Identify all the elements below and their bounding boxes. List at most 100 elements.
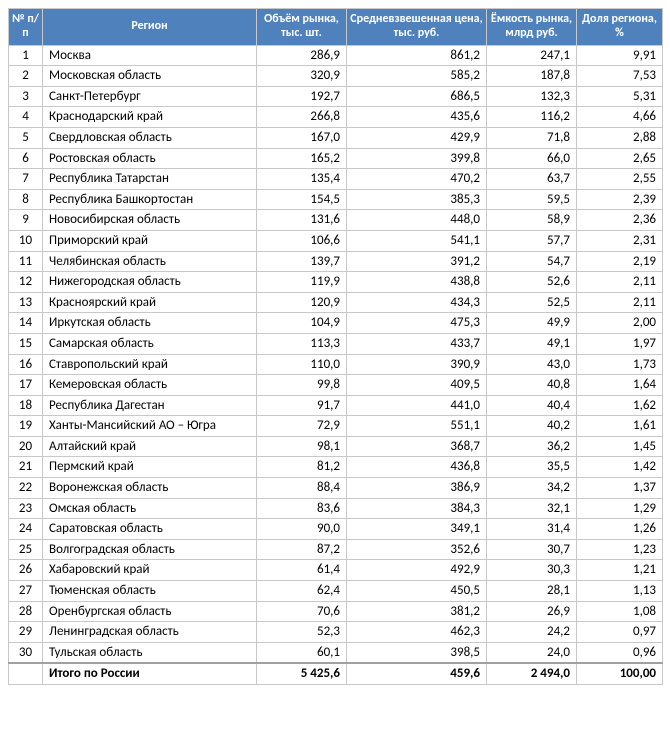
cell-cap: 52,5 — [487, 292, 577, 313]
table-row: 27Тюменская область62,4450,528,11,13 — [9, 581, 663, 602]
table-row: 6Ростовская область165,2399,866,02,65 — [9, 148, 663, 169]
col-header-cap: Ёмкость рынка, млрд руб. — [487, 9, 577, 46]
cell-price: 398,5 — [347, 642, 487, 663]
cell-vol: 72,9 — [257, 416, 347, 437]
cell-vol: 81,2 — [257, 457, 347, 478]
cell-share: 7,53 — [577, 66, 663, 87]
cell-price: 385,3 — [347, 189, 487, 210]
cell-price: 459,6 — [347, 663, 487, 684]
table-row: 20Алтайский край98,1368,736,21,45 — [9, 436, 663, 457]
cell-region: Оренбургская область — [43, 601, 257, 622]
table-row: 21Пермский край81,2436,835,51,42 — [9, 457, 663, 478]
cell-region: Самарская область — [43, 333, 257, 354]
cell-region: Ростовская область — [43, 148, 257, 169]
regions-table: № п/п Регион Объём рынка, тыс. шт. Средн… — [8, 8, 663, 685]
cell-idx: 4 — [9, 107, 43, 128]
cell-cap: 40,4 — [487, 395, 577, 416]
table-row: 19Ханты-Мансийский АО – Югра72,9551,140,… — [9, 416, 663, 437]
cell-idx: 24 — [9, 519, 43, 540]
cell-cap: 35,5 — [487, 457, 577, 478]
cell-price: 349,1 — [347, 519, 487, 540]
cell-share: 5,31 — [577, 86, 663, 107]
cell-price: 391,2 — [347, 251, 487, 272]
cell-idx: 2 — [9, 66, 43, 87]
cell-share: 1,21 — [577, 560, 663, 581]
col-header-price: Средневзвешенная цена, тыс. руб. — [347, 9, 487, 46]
cell-cap: 49,1 — [487, 333, 577, 354]
table-row: 30Тульская область60,1398,524,00,96 — [9, 642, 663, 663]
table-row: 18Республика Дагестан91,7441,040,41,62 — [9, 395, 663, 416]
cell-price: 434,3 — [347, 292, 487, 313]
cell-price: 585,2 — [347, 66, 487, 87]
cell-share: 2,36 — [577, 210, 663, 231]
cell-region: Санкт-Петербург — [43, 86, 257, 107]
cell-share: 9,91 — [577, 45, 663, 66]
cell-price: 551,1 — [347, 416, 487, 437]
cell-price: 450,5 — [347, 581, 487, 602]
cell-cap: 26,9 — [487, 601, 577, 622]
cell-price: 541,1 — [347, 230, 487, 251]
cell-region: Республика Татарстан — [43, 169, 257, 190]
cell-region: Московская область — [43, 66, 257, 87]
cell-idx: 13 — [9, 292, 43, 313]
cell-idx: 25 — [9, 539, 43, 560]
table-row: 8Республика Башкортостан154,5385,359,52,… — [9, 189, 663, 210]
cell-region: Ленинградская область — [43, 622, 257, 643]
cell-idx: 18 — [9, 395, 43, 416]
table-row: 13Красноярский край120,9434,352,52,11 — [9, 292, 663, 313]
cell-vol: 113,3 — [257, 333, 347, 354]
cell-region: Омская область — [43, 498, 257, 519]
cell-vol: 83,6 — [257, 498, 347, 519]
cell-cap: 63,7 — [487, 169, 577, 190]
cell-price: 409,5 — [347, 375, 487, 396]
cell-region: Волгоградская область — [43, 539, 257, 560]
cell-vol: 286,9 — [257, 45, 347, 66]
cell-vol: 98,1 — [257, 436, 347, 457]
cell-price: 470,2 — [347, 169, 487, 190]
cell-region: Республика Дагестан — [43, 395, 257, 416]
cell-cap: 40,8 — [487, 375, 577, 396]
cell-vol: 91,7 — [257, 395, 347, 416]
table-row: 4Краснодарский край266,8435,6116,24,66 — [9, 107, 663, 128]
table-row: 14Иркутская область104,9475,349,92,00 — [9, 313, 663, 334]
cell-price: 381,2 — [347, 601, 487, 622]
cell-cap: 59,5 — [487, 189, 577, 210]
cell-share: 1,73 — [577, 354, 663, 375]
table-row: 10Приморский край106,6541,157,72,31 — [9, 230, 663, 251]
cell-idx: 11 — [9, 251, 43, 272]
cell-vol: 154,5 — [257, 189, 347, 210]
cell-share: 1,42 — [577, 457, 663, 478]
cell-share: 1,64 — [577, 375, 663, 396]
cell-share: 2,65 — [577, 148, 663, 169]
cell-region: Новосибирская область — [43, 210, 257, 231]
cell-region: Итого по России — [43, 663, 257, 684]
cell-price: 492,9 — [347, 560, 487, 581]
cell-idx: 5 — [9, 127, 43, 148]
cell-share: 1,97 — [577, 333, 663, 354]
table-row: 3Санкт-Петербург192,7686,5132,35,31 — [9, 86, 663, 107]
table-row: 12Нижегородская область119,9438,852,62,1… — [9, 272, 663, 293]
cell-region: Ставропольский край — [43, 354, 257, 375]
cell-vol: 119,9 — [257, 272, 347, 293]
cell-region: Тюменская область — [43, 581, 257, 602]
cell-region: Нижегородская область — [43, 272, 257, 293]
cell-vol: 135,4 — [257, 169, 347, 190]
table-row: 28Оренбургская область70,6381,226,91,08 — [9, 601, 663, 622]
cell-idx: 3 — [9, 86, 43, 107]
cell-vol: 52,3 — [257, 622, 347, 643]
cell-price: 462,3 — [347, 622, 487, 643]
cell-region: Свердловская область — [43, 127, 257, 148]
cell-idx: 20 — [9, 436, 43, 457]
cell-idx: 16 — [9, 354, 43, 375]
cell-idx: 26 — [9, 560, 43, 581]
cell-vol: 110,0 — [257, 354, 347, 375]
table-row: 26Хабаровский край61,4492,930,31,21 — [9, 560, 663, 581]
cell-cap: 58,9 — [487, 210, 577, 231]
cell-cap: 28,1 — [487, 581, 577, 602]
col-header-region: Регион — [43, 9, 257, 46]
cell-cap: 36,2 — [487, 436, 577, 457]
cell-cap: 30,7 — [487, 539, 577, 560]
cell-share: 4,66 — [577, 107, 663, 128]
cell-price: 399,8 — [347, 148, 487, 169]
cell-share: 2,39 — [577, 189, 663, 210]
